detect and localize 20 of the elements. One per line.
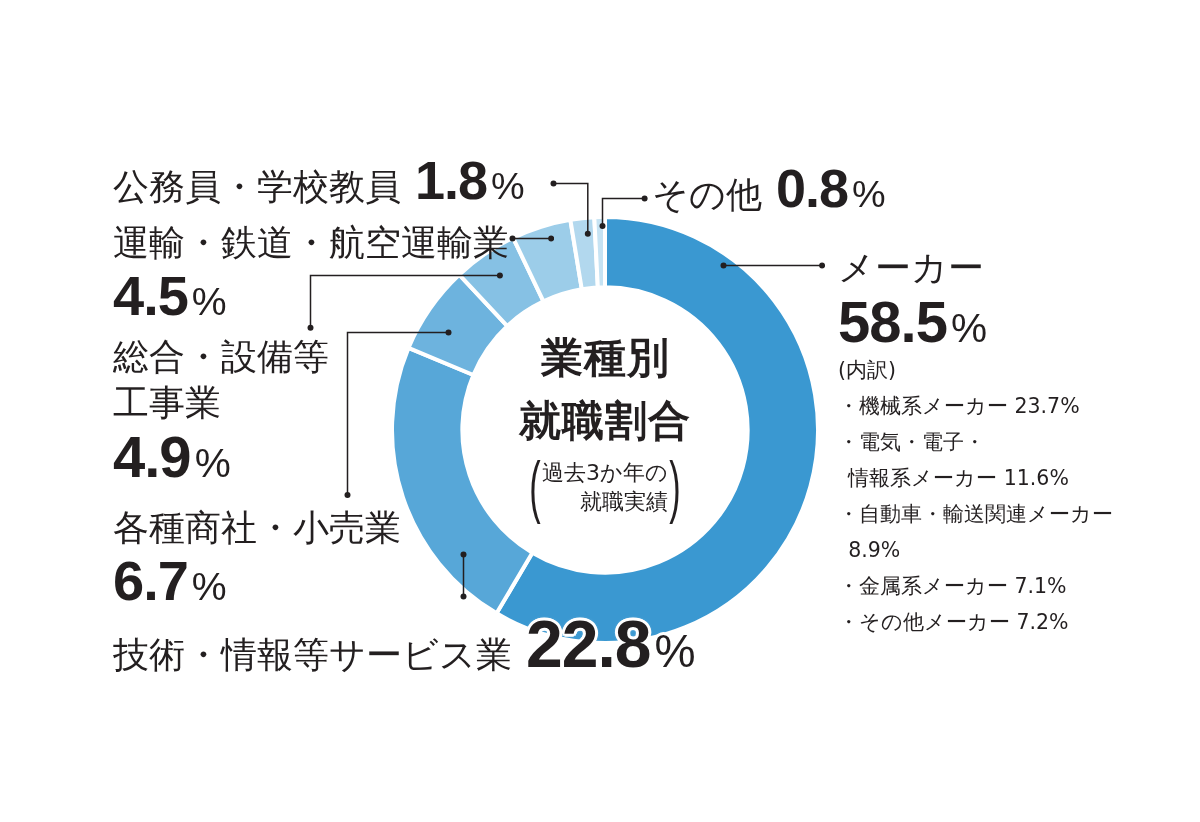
slice-label: 各種商社・小売業	[113, 507, 401, 548]
slice-label: その他	[652, 173, 762, 217]
data-label: 4.9%	[113, 424, 230, 489]
text: ・機械系メーカー 23.7%	[838, 393, 1081, 420]
slice-label: 運輸・鉄道・航空運輸業	[113, 222, 509, 263]
data-label: 4.5%	[113, 264, 226, 327]
slice-label: 総合・設備等工事業	[113, 335, 329, 423]
slice-label: 公務員・学校教員	[113, 165, 401, 209]
slice-label: 技術・情報等サービス業	[113, 633, 512, 677]
text: ・自動車・輸送関連メーカー8.9%	[838, 501, 1114, 564]
text: ・その他メーカー 7.2%	[838, 609, 1070, 636]
data-label: 58.5%	[838, 289, 986, 354]
text: ・電気・電子・情報系メーカー 11.6%	[838, 429, 1070, 492]
data-label: 6.7%	[113, 549, 226, 612]
text: ・金属系メーカー 7.1%	[838, 573, 1068, 600]
data-label: 1.8%	[415, 150, 524, 210]
text: (内訳)	[838, 358, 896, 382]
text: 業種別就職割合	[518, 332, 692, 445]
data-label: 0.8%	[776, 158, 885, 218]
slice-label: メーカー	[838, 247, 984, 288]
